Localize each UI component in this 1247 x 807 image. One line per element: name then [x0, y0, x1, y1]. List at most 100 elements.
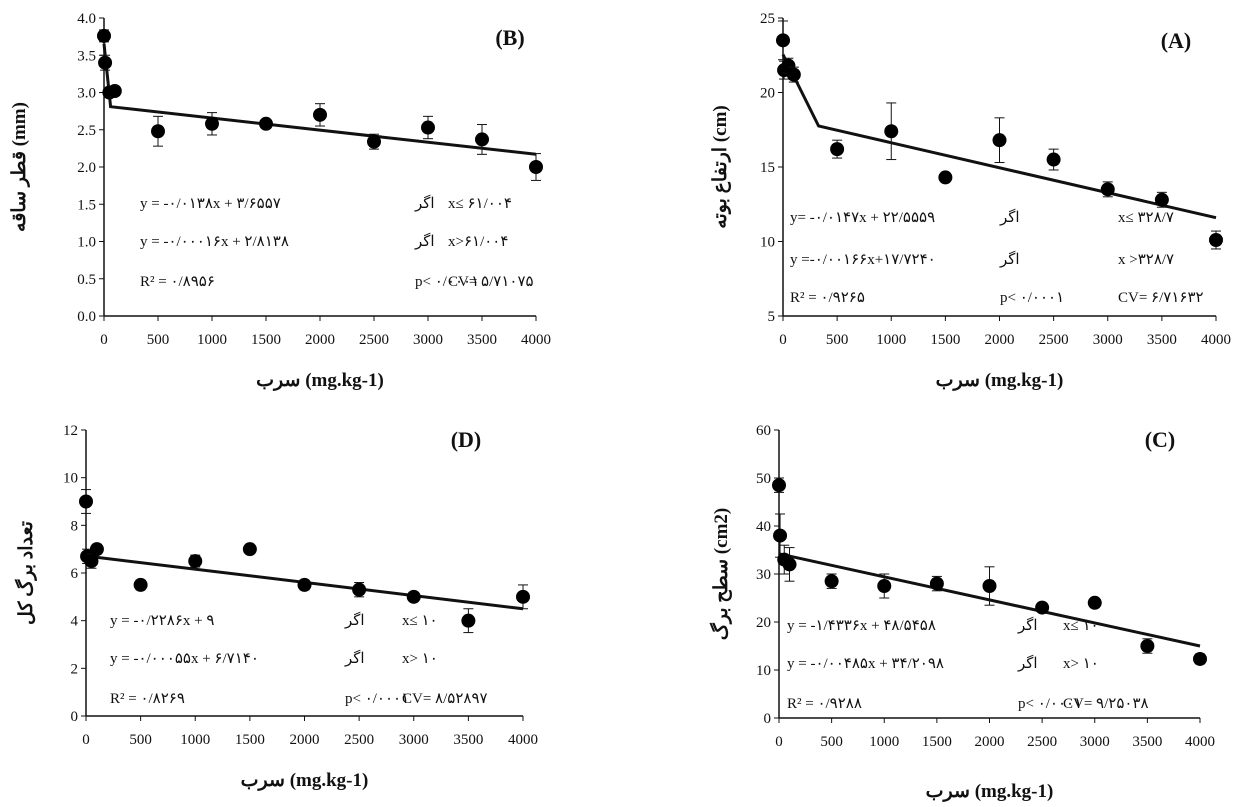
annotation-range: x≤ ۱۰: [1063, 618, 1099, 634]
x-tick-label: 2500: [1027, 734, 1057, 750]
data-point: [772, 478, 786, 493]
data-point: [824, 574, 839, 589]
data-point: [529, 160, 543, 174]
x-tick-label: 4000: [508, 732, 538, 748]
annotation-condition: اگر: [344, 649, 365, 667]
annotation-formula: R² = ۰/۸۲۶۹: [110, 691, 185, 707]
annotation-range: CV= ۸/۵۲۸۹۷: [402, 691, 488, 707]
data-point: [773, 528, 788, 543]
x-tick-label: 500: [129, 732, 152, 748]
x-tick-label: 2500: [344, 732, 374, 748]
data-point: [1035, 600, 1050, 615]
x-axis-label: سرب (mg.kg-1): [256, 370, 384, 391]
annotation-range: x≤ ۶۱/۰۰۴: [448, 196, 512, 212]
chart-panel-d: 0 2 4 6 8 10 12 0 500 1000 1500 2000 2500 3000 3500 400…: [14, 423, 538, 791]
annotation-formula: y = -۰/۰۰۰۱۶x + ۲/۸۱۳۸: [140, 234, 289, 250]
data-point: [84, 554, 99, 569]
annotation-formula: y = -۰/۲۲۸۶x + ۹: [110, 613, 214, 629]
x-tick-label: 0: [775, 734, 783, 750]
annotation-condition: اگر: [1017, 654, 1038, 672]
y-tick-label: 4: [71, 614, 79, 630]
x-tick-label: 4000: [1185, 734, 1215, 750]
data-point: [929, 576, 944, 591]
y-axis-label: تعداد برگ کل: [14, 521, 37, 625]
y-tick-label: 1.5: [77, 197, 96, 213]
x-tick-label: 4000: [1201, 332, 1231, 348]
panel-title: (A): [1161, 28, 1192, 53]
x-axis-label: سرب (mg.kg-1): [241, 770, 369, 791]
data-point: [313, 107, 327, 122]
annotation-range: x≤ ۳۲۸/۷: [1118, 210, 1174, 226]
y-tick-label: 60: [756, 423, 771, 439]
x-axis-label: سرب (mg.kg-1): [926, 781, 1054, 802]
data-point: [992, 133, 1007, 148]
annotation-formula: y = -۰/۰۰۴۸۵x + ۳۴/۲۰۹۸: [787, 656, 944, 672]
annotation-formula: y = -۰/۰۱۳۸x + ۳/۶۵۵۷: [140, 196, 281, 212]
data-point: [1140, 639, 1155, 653]
y-tick-label: 12: [63, 423, 78, 439]
annotation-range: x> ۱۰: [1063, 656, 1099, 672]
data-point: [830, 142, 845, 157]
data-point: [1209, 233, 1223, 248]
annotation-range: x≤ ۱۰: [402, 613, 438, 629]
data-point: [406, 589, 421, 604]
y-tick-label: 10: [63, 471, 78, 487]
x-tick-label: 1000: [197, 332, 227, 348]
fit-line: [102, 43, 537, 156]
y-tick-label: 10: [760, 235, 775, 251]
annotation-condition: p< ۰/۰۰۰۱: [1000, 290, 1064, 306]
x-tick-label: 0: [100, 332, 108, 348]
data-point: [151, 124, 165, 139]
annotation-formula: y= -۰/۰۱۴۷x + ۲۲/۵۵۵۹: [790, 210, 935, 226]
y-axis-label: سطح برگ (cm2): [709, 508, 732, 640]
annotation-formula: R² = ۰/۹۲۶۵: [790, 290, 865, 306]
data-point: [1100, 182, 1115, 197]
annotation-range: x> ۱۰: [402, 651, 438, 667]
x-tick-label: 2500: [1039, 332, 1069, 348]
x-axis-label: سرب (mg.kg-1): [936, 370, 1064, 391]
data-point: [89, 542, 104, 557]
panel-title: (B): [495, 25, 524, 50]
y-tick-label: 2.5: [77, 123, 96, 139]
annotation-range: x >۳۲۸/۷: [1118, 252, 1174, 268]
data-point: [776, 33, 790, 48]
annotation-condition: p< ۰/۰۰۰۱: [415, 274, 479, 290]
x-tick-label: 3500: [467, 332, 497, 348]
annotation-range: CV= ۹/۲۵۰۳۸: [1063, 696, 1149, 712]
panel-title: (C): [1145, 427, 1176, 452]
y-tick-label: 1.0: [77, 235, 96, 251]
x-tick-label: 0: [82, 732, 90, 748]
y-axis-label: قطر ساقه (mm): [9, 102, 30, 232]
x-tick-label: 2000: [975, 734, 1005, 750]
y-tick-label: 50: [756, 471, 771, 487]
x-tick-label: 3000: [413, 332, 443, 348]
data-point: [98, 55, 113, 70]
annotation-formula: R² = ۰/۸۹۵۶: [140, 274, 215, 290]
x-tick-label: 500: [826, 332, 849, 348]
x-tick-label: 3000: [399, 732, 429, 748]
x-tick-label: 2000: [985, 332, 1015, 348]
y-tick-label: 15: [760, 160, 775, 176]
y-tick-label: 4.0: [77, 11, 96, 27]
annotation-range: x>۶۱/۰۰۴: [448, 234, 508, 250]
y-tick-label: 5: [768, 309, 776, 325]
data-point: [188, 554, 203, 569]
y-tick-label: 0: [764, 711, 772, 727]
data-point: [877, 579, 892, 593]
y-tick-label: 8: [71, 518, 79, 534]
x-tick-label: 3500: [1147, 332, 1177, 348]
data-point: [352, 582, 367, 597]
data-point: [242, 542, 257, 557]
data-point: [461, 613, 476, 628]
y-tick-label: 2.0: [77, 160, 96, 176]
annotation-condition: اگر: [414, 232, 435, 250]
x-tick-label: 500: [147, 332, 170, 348]
data-point: [297, 577, 312, 592]
data-point: [1154, 192, 1169, 207]
data-point: [97, 28, 111, 43]
x-tick-label: 3500: [453, 732, 483, 748]
annotation-condition: اگر: [344, 611, 365, 629]
x-tick-label: 1500: [235, 732, 265, 748]
annotation-condition: اگر: [1017, 616, 1038, 634]
